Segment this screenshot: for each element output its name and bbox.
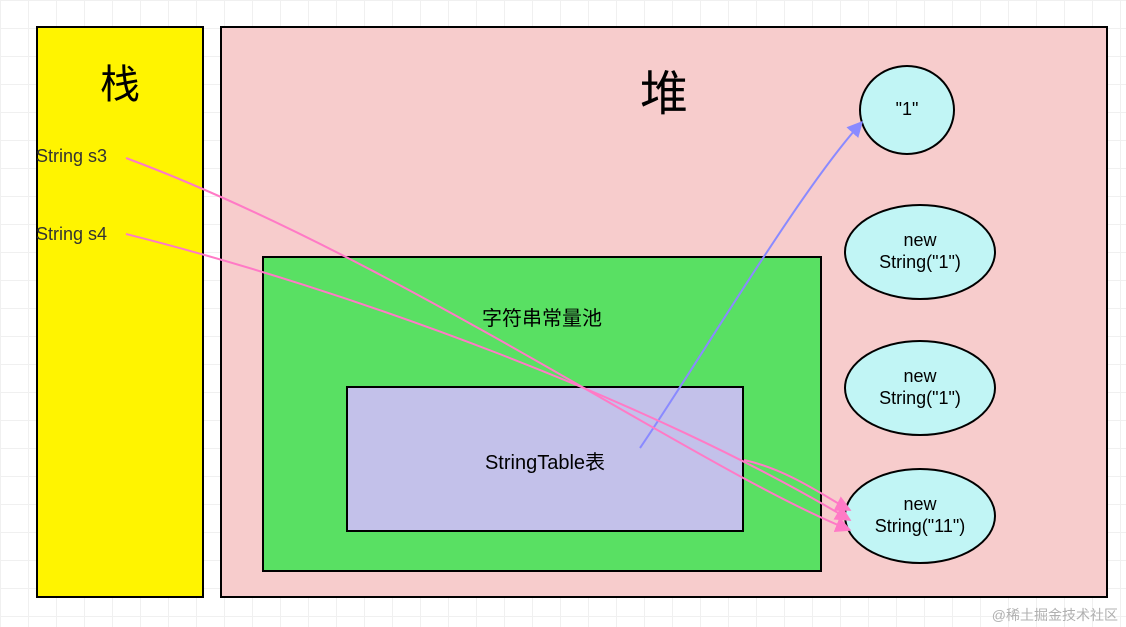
heap-title: 堆 — [222, 54, 1106, 124]
object-literal-1: "1" — [859, 65, 955, 155]
object-new-string-1a-text: new String("1") — [879, 230, 961, 273]
object-new-string-11-text: new String("11") — [875, 494, 965, 537]
string-table-box: StringTable表 — [346, 386, 744, 532]
string-pool-title: 字符串常量池 — [264, 302, 820, 331]
object-literal-1-text: "1" — [896, 99, 919, 121]
object-new-string-11: new String("11") — [844, 468, 996, 564]
label-s3: String s3 — [36, 146, 107, 167]
object-new-string-1b: new String("1") — [844, 340, 996, 436]
string-table-title: StringTable表 — [348, 446, 742, 475]
label-s4: String s4 — [36, 224, 107, 245]
watermark: @稀土掘金技术社区 — [992, 605, 1118, 625]
object-new-string-1a: new String("1") — [844, 204, 996, 300]
object-new-string-1b-text: new String("1") — [879, 366, 961, 409]
stack-title: 栈 — [38, 52, 202, 110]
stack-box: 栈 — [36, 26, 204, 598]
